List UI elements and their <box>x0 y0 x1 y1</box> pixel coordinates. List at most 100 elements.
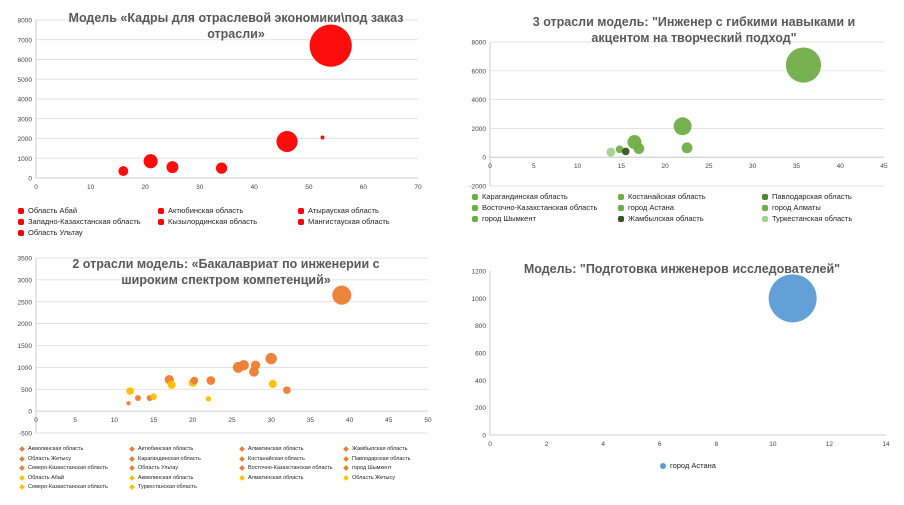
bubble-point <box>283 386 291 394</box>
legend-item: Алматинская область <box>239 446 303 452</box>
legend-marker-icon <box>158 207 164 214</box>
legend-label: город Астана <box>670 461 716 470</box>
x-tick-label: 0 <box>488 441 492 448</box>
x-tick-label: 45 <box>880 163 888 170</box>
legend-item: Акмолинская область <box>19 446 84 452</box>
legend-marker-icon <box>762 215 768 222</box>
x-tick-label: 40 <box>837 163 845 170</box>
legend-marker-icon <box>18 229 24 236</box>
chart-inzhenery-issledovateli: 0 200 400 600 800 1000 1200 0 2 4 6 8 10 12 14 Модель: … <box>472 262 890 448</box>
y-tick-label: 0 <box>482 433 486 440</box>
legend-label: Область Жетысу <box>28 455 71 462</box>
y-tick-label: 1000 <box>472 296 487 303</box>
legend-marker-icon <box>19 446 25 452</box>
legend-marker-icon <box>762 204 768 211</box>
bubble-point <box>268 379 277 389</box>
legend-item: Туркестанская область <box>129 484 197 490</box>
legend-label: Северо-Казахстанская область <box>28 484 108 490</box>
x-tick-label: 25 <box>228 417 236 424</box>
legend-item: Костанайская область <box>239 455 305 462</box>
legend-label: Карагандинская область <box>482 192 568 201</box>
legend-marker-icon <box>472 204 478 211</box>
legend-item: Актюбинская область <box>129 446 194 452</box>
bubble-point <box>143 154 158 169</box>
bubble-point <box>126 387 134 395</box>
y-tick-label: 2000 <box>472 126 487 133</box>
bubble-point <box>190 376 199 385</box>
legend-marker-icon <box>762 193 768 200</box>
legend-marker-icon <box>298 218 304 225</box>
y-tick-label: 200 <box>475 405 486 412</box>
legend-label: Область Жетысу <box>352 474 395 481</box>
x-tick-label: 10 <box>574 163 582 170</box>
legend-item: Мангистауская область <box>298 217 390 226</box>
legend-bakalavriat-inzhenerii: Акмолинская область Актюбинская область Ал… <box>19 446 430 502</box>
legend-label: Костанайская область <box>628 192 706 201</box>
legend-item: Жамбылская область <box>618 214 704 223</box>
legend-marker-icon <box>343 446 349 452</box>
chart-title: отрасли» <box>207 27 265 41</box>
legend-item: город Шымкент <box>472 214 536 223</box>
y-tick-label: 0 <box>28 176 32 183</box>
bubble-point <box>134 395 141 401</box>
legend-marker-icon <box>343 474 349 481</box>
x-tick-label: 5 <box>532 163 536 170</box>
legend-item: Карагандинская область <box>129 455 201 462</box>
legend-marker-icon <box>129 446 135 452</box>
bubble-point <box>681 142 693 154</box>
legend-label: Жамбылская область <box>352 446 408 452</box>
legend-marker-icon <box>19 455 25 462</box>
legend-label: Актюбинская область <box>138 446 194 452</box>
legend-label: Область Ультау <box>138 465 179 471</box>
legend-label: Павлодарская область <box>352 455 411 462</box>
legend-marker-icon <box>298 207 304 214</box>
x-tick-label: 14 <box>882 441 890 448</box>
x-tick-label: 10 <box>87 184 95 191</box>
x-tick-label: 35 <box>793 163 801 170</box>
legend-marker-icon <box>618 193 624 200</box>
y-tick-label: 3500 <box>18 256 33 263</box>
x-tick-label: 35 <box>307 417 315 424</box>
legend-marker-icon <box>19 474 25 481</box>
bubble-point <box>785 47 822 83</box>
x-tick-label: 2 <box>545 441 549 448</box>
x-tick-label: 50 <box>305 184 313 191</box>
legend-item: Северо-Казахстанская область <box>19 465 108 471</box>
legend-label: Акмолинская область <box>28 446 84 452</box>
x-tick-label: 20 <box>142 184 150 191</box>
y-tick-label: 2500 <box>18 299 33 306</box>
bubble-point <box>166 161 179 174</box>
y-tick-label: 2000 <box>18 136 33 143</box>
legend-item: город Астана <box>618 203 674 212</box>
legend-label: Кызылординская область <box>168 217 258 226</box>
legend-label: Область Ультау <box>28 228 83 237</box>
x-tick-label: 30 <box>196 184 204 191</box>
legend-marker-icon <box>239 474 245 481</box>
y-tick-label: -500 <box>19 431 32 438</box>
legend-item: Северо-Казахстанская область <box>19 484 108 490</box>
legend-marker-icon <box>343 455 349 462</box>
legend-label: Восточно-Казахстанская область <box>482 203 598 212</box>
x-tick-label: 40 <box>251 184 259 191</box>
chart-title: широким спектром компетенций» <box>121 273 331 287</box>
legend-label: Область Абай <box>28 474 64 481</box>
y-tick-label: 400 <box>475 378 486 385</box>
legend-marker-icon <box>19 484 25 490</box>
legend-label: Карагандинская область <box>138 455 201 462</box>
legend-item: Восточно-Казахстанская область <box>239 465 333 471</box>
legend-marker-icon <box>618 204 624 211</box>
legend-label: Костанайская область <box>248 455 305 462</box>
y-tick-label: 8000 <box>472 40 487 47</box>
legend-item: Кызылординская область <box>158 217 257 226</box>
legend-item: Западно-Казахстанская область <box>18 217 141 226</box>
legend-item: Атырауская область <box>298 206 379 215</box>
legend-marker-icon <box>618 215 624 222</box>
legend-item: Область Жетысу <box>19 455 71 462</box>
legend-marker-icon <box>129 484 135 490</box>
x-tick-label: 0 <box>34 184 38 191</box>
x-tick-label: 8 <box>714 441 718 448</box>
legend-item: Туркестанская область <box>762 214 852 223</box>
legend-marker-icon <box>239 465 245 471</box>
x-tick-label: 50 <box>424 417 432 424</box>
